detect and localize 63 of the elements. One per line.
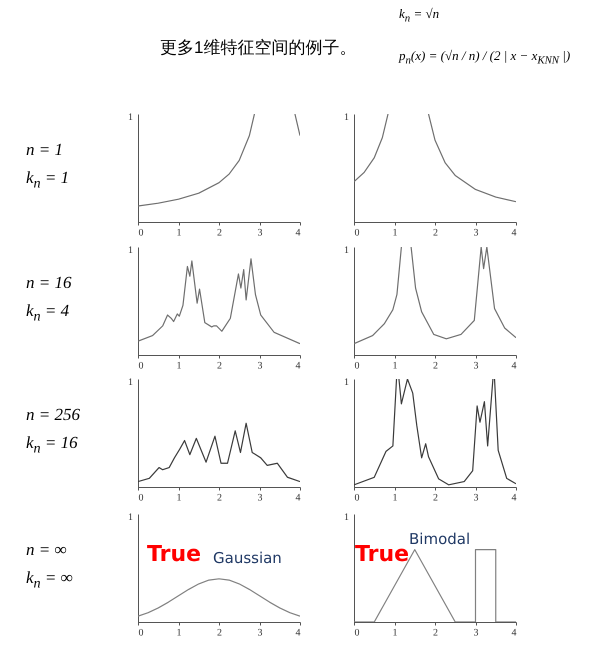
x-tick-label: 2: [217, 628, 222, 638]
text: n = ∞: [26, 540, 67, 560]
text: Gaussian: [213, 549, 282, 567]
text: 1: [128, 377, 133, 388]
x-tick-label: 0: [138, 228, 144, 238]
x-tick-label: 1: [392, 360, 398, 372]
x-tick-label: 3: [474, 492, 478, 504]
x-tick-label: 2: [217, 492, 222, 504]
text: k$_{n}$ = ∞: [26, 568, 73, 592]
x-tick-label: 4: [512, 228, 516, 238]
x-tick-label: 0: [354, 628, 360, 638]
text: 1: [128, 112, 133, 123]
text: k$_{n}$ = √n: [399, 6, 440, 25]
x-tick-label: 0: [138, 492, 144, 504]
text: p$_{n}$(x) = (√n / n) / (2 | x − x$_{KNN}$ |): [399, 48, 570, 67]
annotation: True: [355, 542, 410, 567]
x-tick-label: 3: [474, 360, 478, 372]
x-tick-label: 0: [354, 360, 360, 372]
x-tick-label: 4: [296, 628, 300, 638]
x-tick-label: 4: [296, 360, 300, 372]
text: 1: [344, 512, 349, 523]
text: 1: [344, 245, 349, 256]
text: k$_{n}$ = 4: [26, 301, 70, 326]
chart-title: 更多1维特征空间的例子。: [160, 37, 356, 59]
x-tick-label: 2: [217, 360, 222, 372]
text: k$_{n}$ = 1: [26, 168, 70, 192]
x-tick-label: 4: [512, 360, 516, 372]
x-tick-label: 0: [354, 492, 360, 504]
x-tick-label: 1: [176, 228, 182, 238]
x-tick-label: 1: [176, 628, 182, 638]
x-tick-label: 4: [512, 492, 516, 504]
x-tick-label: 3: [258, 628, 262, 638]
text: True: [147, 542, 202, 567]
x-tick-label: 2: [433, 360, 438, 372]
text: 1: [344, 112, 349, 123]
text: 1: [128, 245, 133, 256]
text: n = 16: [26, 273, 72, 293]
x-tick-label: 3: [258, 228, 262, 238]
x-tick-label: 1: [392, 492, 398, 504]
x-tick-label: 1: [176, 360, 182, 372]
text: n = 256: [26, 405, 80, 425]
text: Bimodal: [409, 530, 470, 548]
x-tick-label: 1: [176, 492, 182, 504]
x-tick-label: 3: [474, 228, 478, 238]
x-tick-label: 2: [433, 492, 438, 504]
x-tick-label: 4: [512, 628, 516, 638]
text: k$_{n}$ = 16: [26, 433, 78, 458]
x-tick-label: 4: [296, 228, 300, 238]
x-tick-label: 1: [392, 228, 398, 238]
x-tick-label: 1: [392, 628, 398, 638]
x-tick-label: 2: [217, 228, 222, 238]
x-tick-label: 4: [296, 492, 300, 504]
text: 1: [344, 377, 349, 388]
x-tick-label: 0: [138, 360, 144, 372]
text: n = 1: [26, 140, 63, 160]
x-tick-label: 3: [258, 492, 262, 504]
x-tick-label: 3: [474, 628, 478, 638]
x-tick-label: 3: [258, 360, 262, 372]
x-tick-label: 0: [354, 228, 360, 238]
x-tick-label: 0: [138, 628, 144, 638]
text: 1: [128, 512, 133, 523]
x-tick-label: 2: [433, 628, 438, 638]
x-tick-label: 2: [433, 228, 438, 238]
